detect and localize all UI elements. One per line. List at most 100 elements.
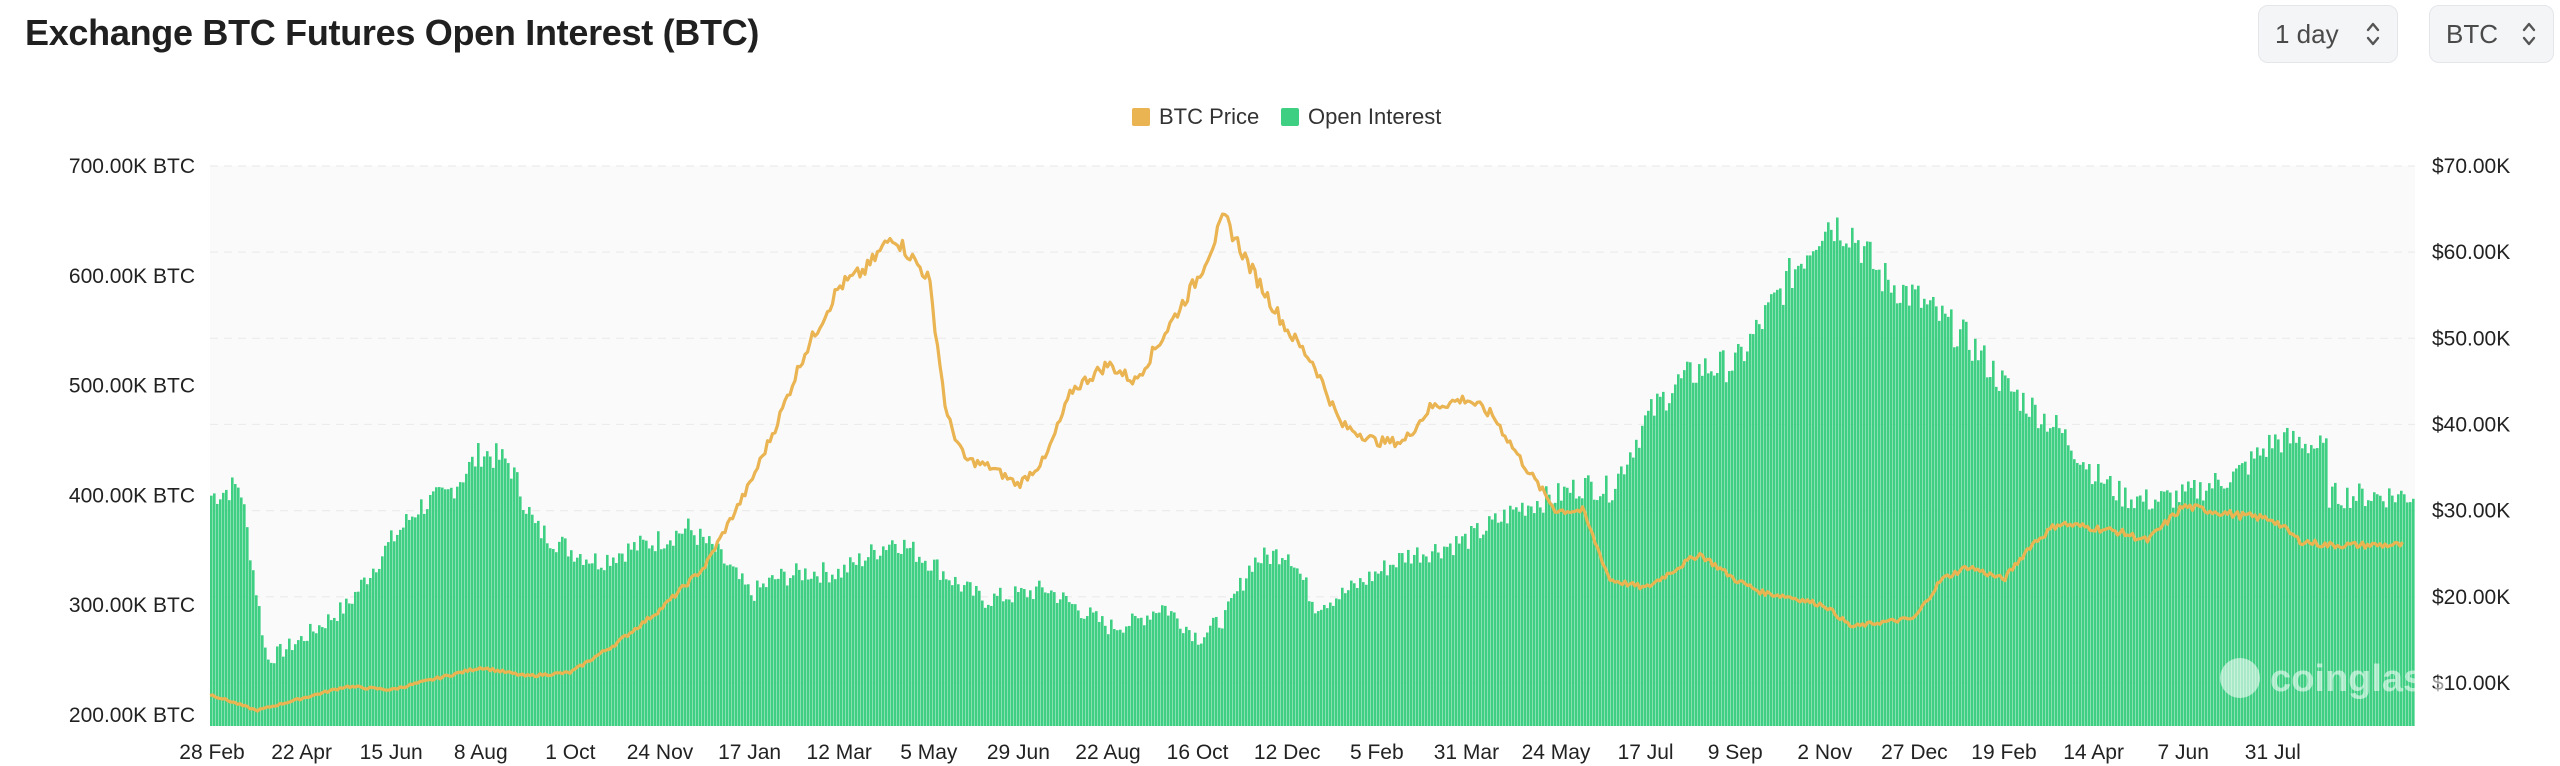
open-interest-bar	[2352, 496, 2355, 726]
open-interest-bar	[447, 489, 450, 726]
open-interest-bar	[405, 514, 408, 726]
open-interest-bar	[1353, 583, 1356, 726]
open-interest-bar	[1383, 560, 1386, 726]
open-interest-bar	[1713, 375, 1716, 726]
open-interest-bar	[1269, 563, 1272, 726]
open-interest-bar	[1248, 565, 1251, 726]
open-interest-bar	[1116, 630, 1119, 726]
open-interest-bar	[1467, 548, 1470, 726]
open-interest-bar	[981, 600, 984, 726]
open-interest-bar	[456, 486, 459, 726]
open-interest-bar	[2364, 506, 2367, 726]
open-interest-bar	[591, 563, 594, 726]
open-interest-bar	[1722, 350, 1725, 726]
open-interest-bar	[2031, 397, 2034, 726]
open-interest-bar	[600, 567, 603, 726]
open-interest-bar	[1239, 577, 1242, 726]
open-interest-bar	[1107, 634, 1110, 726]
legend-item-btc-price[interactable]: BTC Price	[1132, 104, 1259, 129]
open-interest-bar	[915, 561, 918, 726]
open-interest-bar	[1359, 578, 1362, 726]
open-interest-bar	[1236, 591, 1239, 726]
open-interest-bar	[1278, 564, 1281, 726]
open-interest-bar	[513, 467, 516, 726]
chart-legend[interactable]: BTC Price Open Interest	[1132, 104, 1441, 129]
open-interest-bar	[597, 569, 600, 726]
open-interest-bar	[939, 579, 942, 726]
btc-price-line[interactable]	[209, 212, 2404, 713]
open-interest-bar	[2385, 507, 2388, 726]
open-interest-bar	[1047, 593, 1050, 726]
open-interest-bar	[1500, 521, 1503, 726]
open-interest-bar	[534, 523, 537, 726]
open-interest-bar	[1539, 507, 1542, 726]
open-interest-series[interactable]	[210, 217, 2415, 727]
open-interest-bar	[1194, 632, 1197, 726]
open-interest-bar	[2166, 490, 2169, 726]
open-interest-bar	[1371, 581, 1374, 726]
open-interest-bar	[429, 495, 432, 726]
open-interest-bar	[1503, 509, 1506, 726]
interval-select-value: 1 day	[2275, 18, 2339, 49]
left-axis-tick-label: 700.00K BTC	[69, 155, 195, 178]
open-interest-bar	[1746, 351, 1749, 726]
open-interest-bar	[2094, 481, 2097, 726]
open-interest-bar	[399, 529, 402, 726]
open-interest-bar	[1491, 519, 1494, 726]
open-interest-bar	[2025, 413, 2028, 726]
left-axis-tick-label: 600.00K BTC	[69, 265, 195, 288]
open-interest-bar	[1806, 255, 1809, 727]
open-interest-bar	[1476, 523, 1479, 726]
open-interest-bar	[1803, 268, 1806, 726]
open-interest-bar	[1260, 563, 1263, 726]
open-interest-bar	[2010, 391, 2013, 726]
open-interest-bar	[1719, 351, 1722, 726]
open-interest-bar	[1770, 294, 1773, 726]
open-interest-bar	[954, 576, 957, 726]
open-interest-bar	[807, 579, 810, 726]
open-interest-bar	[750, 595, 753, 726]
open-interest-bar	[1458, 543, 1461, 726]
open-interest-bar	[2037, 428, 2040, 726]
open-interest-bar	[1785, 271, 1788, 726]
legend-item-open-interest[interactable]: Open Interest	[1281, 104, 1441, 129]
open-interest-bar	[768, 577, 771, 726]
open-interest-bar	[2397, 494, 2400, 726]
open-interest-bar	[741, 573, 744, 726]
open-interest-bar	[1002, 601, 1005, 726]
open-interest-bar	[912, 541, 915, 726]
open-interest-bar	[711, 543, 714, 726]
open-interest-bar	[2259, 455, 2262, 726]
open-interest-bar	[300, 636, 303, 726]
open-interest-bar	[411, 516, 414, 726]
open-interest-bar	[1398, 552, 1401, 726]
open-interest-bar	[1095, 611, 1098, 726]
open-interest-bar	[1323, 604, 1326, 726]
open-interest-bar	[2154, 499, 2157, 726]
open-interest-bar	[381, 556, 384, 726]
open-interest-bar	[1602, 493, 1605, 726]
open-interest-bar	[1482, 534, 1485, 726]
open-interest-bar	[972, 595, 975, 726]
open-interest-bar	[1020, 587, 1023, 726]
open-interest-bar	[291, 650, 294, 726]
open-interest-bar	[2124, 487, 2127, 726]
unit-select[interactable]: BTC	[2429, 5, 2554, 63]
open-interest-bar	[1929, 300, 1932, 726]
open-interest-bar	[1452, 555, 1455, 726]
open-interest-bar	[462, 482, 465, 726]
open-interest-bar	[1212, 617, 1215, 726]
interval-select[interactable]: 1 day	[2258, 5, 2398, 63]
open-interest-bar	[495, 443, 498, 726]
open-interest-bar	[1851, 227, 1854, 726]
open-interest-bar	[1344, 593, 1347, 726]
open-interest-bar	[1800, 263, 1803, 726]
open-interest-bar	[1824, 231, 1827, 726]
open-interest-bar	[1362, 582, 1365, 726]
open-interest-bar	[339, 602, 342, 726]
open-interest-bar	[2136, 496, 2139, 726]
open-interest-bar	[945, 579, 948, 726]
open-interest-bar	[1566, 487, 1569, 726]
open-interest-bar	[2043, 413, 2046, 726]
